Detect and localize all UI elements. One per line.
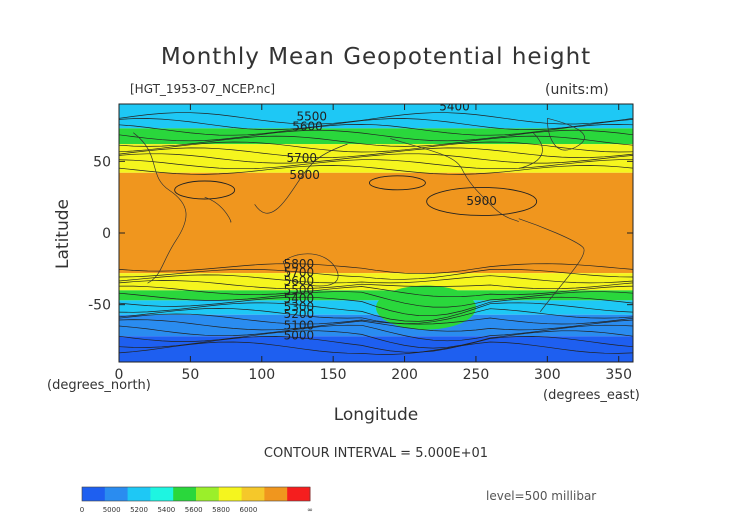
zonal-band-7 — [119, 314, 633, 337]
contour-label: 5500 — [296, 109, 327, 123]
contour-label: 5800 — [289, 168, 320, 182]
zonal-band-8 — [119, 336, 633, 362]
contour-line — [119, 330, 633, 349]
contour-label: 5700 — [286, 151, 317, 165]
colorbar-label: 6000 — [240, 506, 258, 514]
contour-label: 5500 — [284, 283, 315, 297]
colorbar-swatch — [127, 487, 151, 501]
pressure-level-label: level=500 millibar — [486, 489, 597, 503]
contour-label: 5400 — [439, 99, 470, 113]
contour-label: 5800 — [284, 257, 315, 271]
colorbar-swatch — [264, 487, 288, 501]
contour-line — [119, 159, 633, 170]
x-tick-label: 250 — [463, 367, 490, 383]
contour-line — [119, 324, 633, 342]
contour-label: 5400 — [284, 291, 315, 305]
contour-line — [119, 263, 633, 275]
contour-line — [119, 296, 633, 317]
coastline — [390, 138, 519, 222]
contour-line — [119, 285, 633, 298]
contour-line — [119, 147, 633, 158]
x-axis-title: Longitude — [333, 405, 419, 425]
contour-label: 5700 — [284, 266, 315, 280]
contour-line — [119, 336, 633, 353]
zonal-band-2 — [119, 144, 633, 173]
contour-fill-group: 5400550056005700580059005800570056005500… — [119, 99, 633, 362]
high-pressure-contour — [174, 180, 236, 200]
contour-line — [119, 341, 633, 355]
x-tick-label: 50 — [181, 367, 199, 383]
contour-label: 5300 — [284, 300, 315, 314]
coastline — [254, 143, 348, 214]
coastline — [546, 117, 585, 151]
colorbar-swatch — [287, 487, 311, 501]
contour-line — [119, 153, 633, 164]
contour-line — [119, 319, 633, 332]
colorbar-label: ∞ — [307, 506, 313, 514]
contour-line — [119, 291, 633, 308]
contour-label: 5100 — [284, 319, 315, 333]
arctic-low-region — [379, 104, 530, 118]
contour-label: 5000 — [284, 329, 315, 343]
southern-band-bulge — [264, 316, 345, 327]
colorbar-swatch — [82, 487, 106, 501]
x-tick-label: 100 — [248, 367, 275, 383]
contour-label: 5600 — [284, 274, 315, 288]
contour-label: 5900 — [466, 194, 497, 208]
colorbar-swatch — [150, 487, 174, 501]
contour-line — [119, 274, 633, 284]
chart-title: Monthly Mean Geopotential height — [160, 44, 592, 70]
contour-line — [119, 308, 633, 325]
zonal-band-5 — [119, 290, 633, 301]
contour-line — [119, 313, 633, 325]
colorbar-label: 5400 — [157, 506, 175, 514]
colorbar-label: 5600 — [185, 506, 203, 514]
x-tick-label: 200 — [391, 367, 418, 383]
file-name-label: [HGT_1953-07_NCEP.nc] — [130, 82, 276, 96]
high-pressure-contour — [368, 175, 426, 191]
colorbar-label: 5200 — [130, 506, 148, 514]
contour-line — [119, 129, 633, 142]
contour-line — [119, 135, 633, 147]
x-tick-label: 0 — [115, 367, 124, 383]
units-label: (units:m) — [545, 82, 609, 98]
contour-line — [119, 118, 633, 130]
coastline — [133, 132, 187, 284]
contour-label: 5600 — [292, 119, 323, 133]
y-tick-label: 0 — [102, 226, 111, 242]
colorbar-label: 5800 — [212, 506, 230, 514]
contour-label: 5200 — [284, 307, 315, 321]
contour-line — [119, 280, 633, 290]
contour-line — [119, 165, 633, 175]
colorbar-label: 0 — [80, 506, 84, 514]
colorbar-swatch — [241, 487, 265, 501]
colorbar-swatch — [196, 487, 220, 501]
zonal-band-1 — [119, 128, 633, 145]
contour-line — [119, 268, 633, 280]
colorbar-frame — [81, 486, 311, 502]
y-tick-label: 50 — [93, 154, 111, 170]
contour-line — [119, 124, 633, 136]
y-tick-label: -50 — [88, 298, 111, 314]
colorbar-label: 5000 — [103, 506, 121, 514]
coastline — [204, 196, 232, 223]
contour-interval-label: CONTOUR INTERVAL = 5.000E+01 — [263, 446, 489, 461]
coastline — [518, 132, 543, 169]
coastline — [282, 253, 339, 287]
x-tick-label: 150 — [320, 367, 347, 383]
zonal-band-3 — [119, 172, 633, 274]
high-pressure-contour — [426, 187, 538, 216]
colorbar-swatch — [104, 487, 129, 501]
contour-line — [119, 141, 633, 153]
x-axis-unit: (degrees_east) — [543, 388, 640, 403]
x-tick-label: 350 — [605, 367, 632, 383]
coastline — [518, 218, 585, 313]
contour-line — [119, 302, 633, 322]
y-axis-unit: (degrees_north) — [47, 378, 151, 393]
x-tick-label: 300 — [534, 367, 561, 383]
colorbar-swatch — [218, 487, 243, 501]
colorbar-swatch — [173, 487, 197, 501]
